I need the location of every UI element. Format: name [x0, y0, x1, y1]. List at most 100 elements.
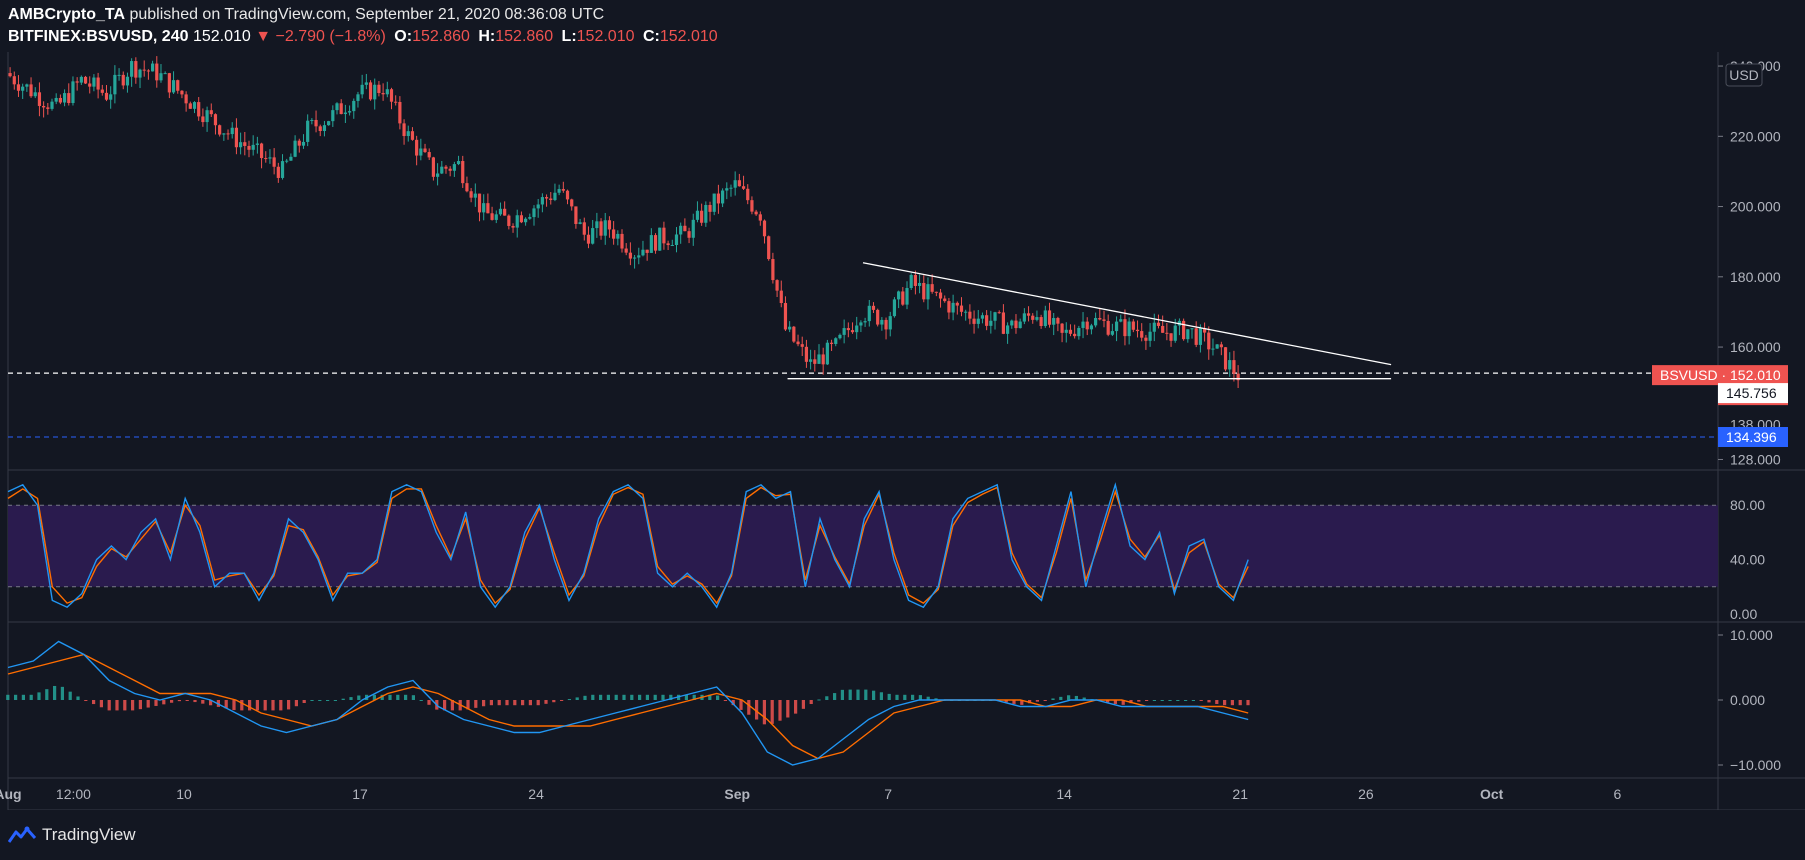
candle-up — [347, 111, 352, 113]
candle-up — [62, 93, 67, 103]
time-axis-tick: 6 — [1614, 786, 1622, 802]
candle-up — [33, 92, 37, 97]
candle-up — [855, 325, 859, 333]
candle-down — [1060, 323, 1064, 333]
candle-up — [306, 120, 310, 142]
last-price-label-bg — [1652, 365, 1788, 386]
macd-histogram-bar — [731, 700, 735, 706]
candle-down — [12, 76, 16, 85]
author-name[interactable]: AMBCrypto_TA — [8, 6, 126, 23]
macd-histogram-bar — [107, 700, 111, 711]
candle-up — [515, 215, 519, 228]
chart-header: AMBCrypto_TA published on TradingView.co… — [0, 0, 1805, 52]
descending-trendline[interactable] — [862, 262, 1392, 366]
candle-up — [322, 125, 327, 131]
macd-histogram-bar — [411, 695, 416, 700]
macd-histogram-bar — [1043, 700, 1047, 701]
candle-down — [29, 84, 33, 97]
currency-badge-label[interactable]: USD — [1729, 67, 1759, 83]
currency-badge[interactable] — [1725, 63, 1763, 87]
candle-up — [976, 318, 980, 324]
time-axis-tick: 21 — [1232, 786, 1248, 802]
macd-histogram-bar — [926, 696, 930, 700]
macd-histogram-bar — [708, 694, 712, 700]
candle-down — [876, 309, 880, 325]
candle-up — [1043, 310, 1047, 327]
candle-down — [1039, 317, 1043, 327]
macd-histogram-bar — [645, 694, 650, 700]
candle-up — [1035, 317, 1039, 320]
candle-down — [624, 248, 628, 253]
macd-histogram-bar — [427, 700, 431, 705]
macd-histogram-bar — [131, 700, 135, 711]
macd-histogram-bar — [1028, 700, 1032, 704]
macd-histogram-bar — [879, 692, 884, 700]
close-label: C: — [642, 28, 660, 45]
candle-up — [1064, 329, 1068, 333]
macd-histogram-bar — [513, 700, 517, 706]
macd-histogram-bar — [357, 695, 361, 700]
candle-down — [821, 354, 825, 365]
stoch-k-line — [7, 482, 1249, 609]
macd-axis-tick: −10.000 — [1730, 757, 1781, 773]
macd-histogram-bar — [723, 700, 728, 701]
macd-histogram-bar — [825, 696, 829, 700]
candle-down — [410, 131, 415, 140]
candle-down — [142, 69, 146, 71]
candle-down — [104, 92, 109, 100]
macd-histogram-bar — [29, 694, 33, 700]
candle-down — [913, 274, 917, 286]
tradingview-logo[interactable]: TradingView — [8, 825, 136, 845]
macd-axis-tick: 10.000 — [1730, 627, 1773, 643]
low-label: L: — [561, 28, 577, 45]
candle-down — [46, 107, 50, 109]
candle-up — [293, 140, 297, 157]
candle-up — [788, 326, 792, 330]
candle-down — [922, 282, 926, 300]
last-price: 152.010 — [192, 28, 251, 45]
candle-up — [536, 204, 540, 209]
candle-down — [167, 73, 171, 93]
candle-up — [641, 249, 645, 256]
candle-up — [917, 282, 922, 286]
candle-up — [540, 197, 544, 205]
candle-up — [926, 284, 930, 300]
macd-histogram-bar — [443, 700, 447, 711]
candle-down — [746, 188, 750, 201]
macd-histogram-bar — [747, 700, 751, 715]
macd-histogram-bar — [856, 689, 860, 700]
candle-down — [1207, 332, 1211, 350]
symbol-label[interactable]: BITFINEX:BSVUSD, 240 — [8, 28, 189, 45]
candle-down — [368, 82, 373, 100]
candle-down — [42, 105, 46, 108]
time-axis-tick: 26 — [1358, 786, 1374, 802]
candle-up — [109, 94, 113, 100]
candle-up — [159, 73, 163, 81]
candle-down — [737, 180, 741, 187]
candle-down — [247, 145, 251, 150]
candle-up — [92, 77, 96, 87]
candle-up — [150, 63, 155, 72]
candle-down — [943, 298, 947, 302]
candle-down — [398, 101, 402, 124]
candle-down — [243, 142, 247, 146]
candle-up — [863, 321, 867, 323]
candle-up — [239, 142, 243, 148]
macd-histogram-bar — [622, 694, 626, 700]
candle-down — [1131, 321, 1135, 330]
chart-canvas[interactable]: 24 0.000 220.000 200.000 180.000 160.000 128.0… — [0, 0, 1805, 810]
candle-up — [838, 334, 842, 339]
macd-histogram-bar — [809, 700, 813, 705]
candle-down — [234, 127, 239, 148]
candle-up — [817, 354, 821, 364]
candle-up — [616, 233, 620, 239]
candle-up — [171, 80, 176, 93]
candle-up — [482, 203, 486, 213]
candle-down — [477, 193, 482, 213]
macd-histogram-bar — [786, 700, 790, 718]
candle-up — [435, 173, 440, 177]
candle-down — [561, 189, 565, 191]
candle-down — [1014, 320, 1018, 329]
macd-histogram-bar — [575, 697, 579, 700]
candle-down — [1194, 328, 1198, 345]
